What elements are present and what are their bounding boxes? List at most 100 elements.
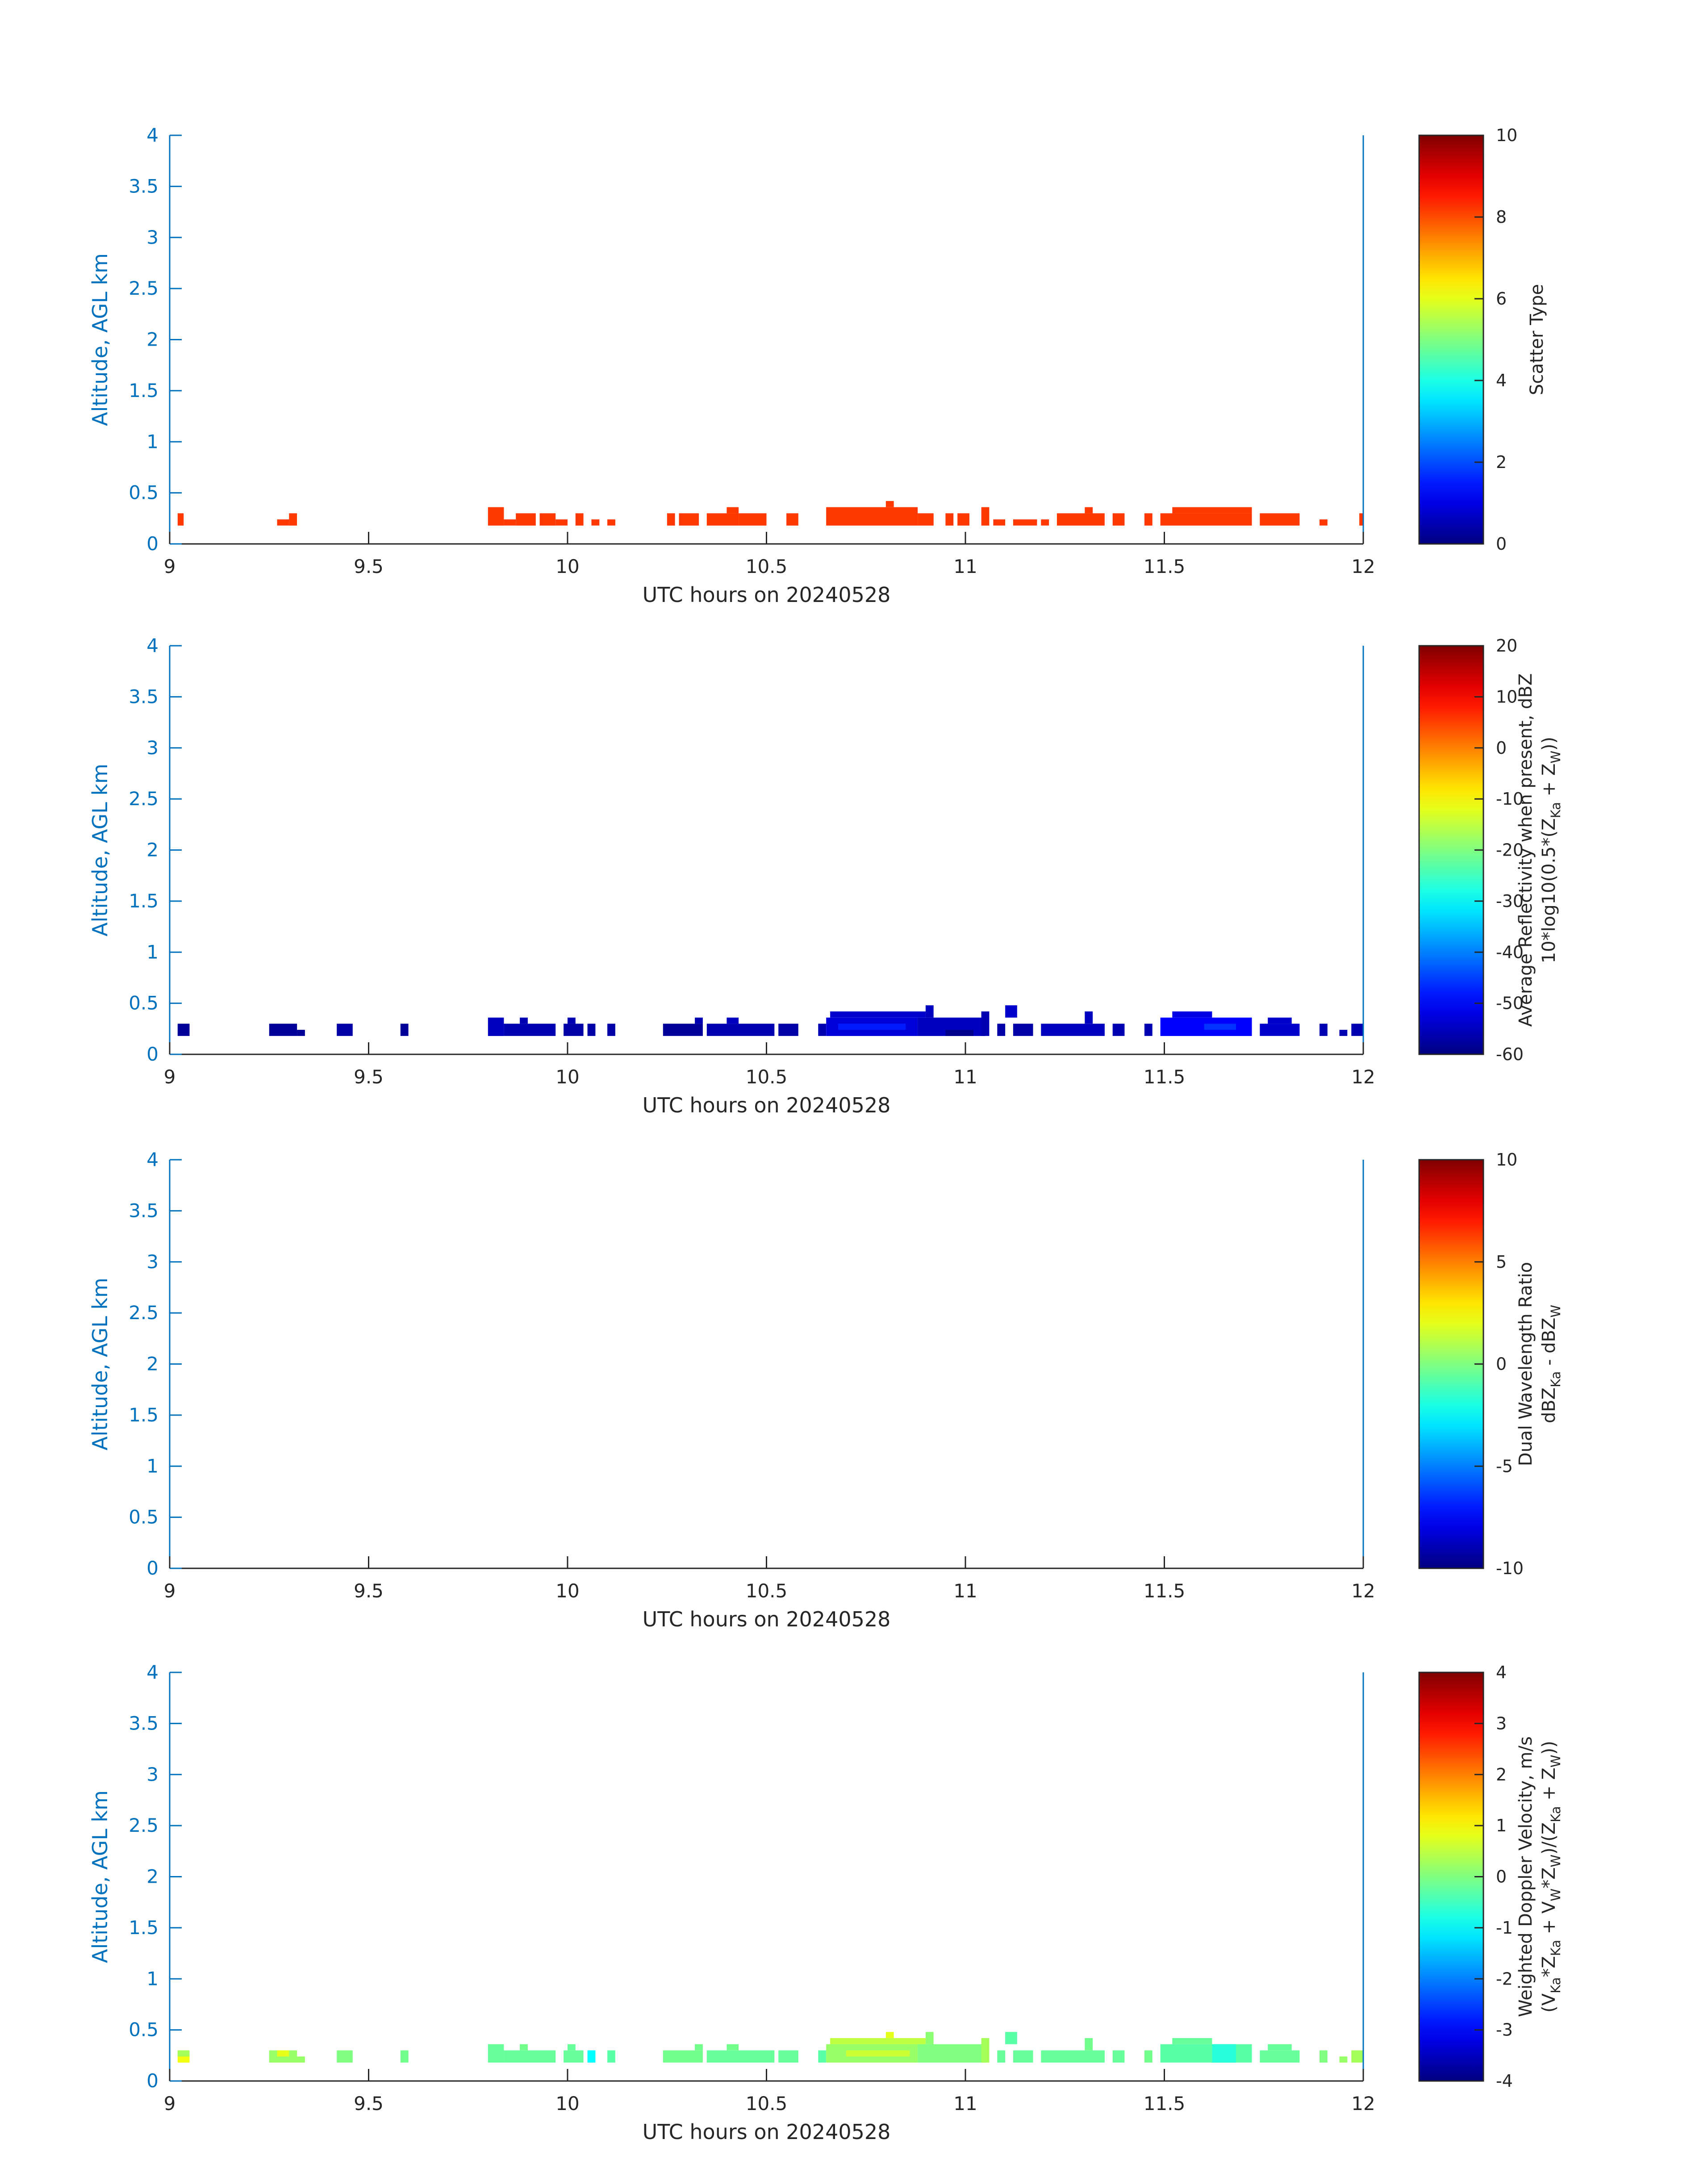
data-cell [504,519,516,526]
data-cell [297,1030,305,1036]
data-cell [1041,2050,1105,2063]
data-cell [1112,2050,1125,2063]
data-cell [1041,1024,1105,1036]
data-cell [739,513,767,526]
colorbar-tick-label: -10 [1496,789,1524,809]
data-cell [587,2050,596,2063]
y-tick-label: 3 [146,226,159,248]
data-cell [826,507,918,526]
x-tick-label: 12 [1351,1066,1375,1088]
data-cell [1144,1024,1153,1036]
data-cell [337,2050,353,2063]
data-cell [981,507,990,526]
colorbar-tick-label: 0 [1496,1354,1507,1374]
data-cell [997,1024,1006,1036]
data-cell [925,1005,934,1018]
x-tick-label: 9 [164,2093,176,2114]
data-cell [997,2050,1006,2063]
data-cell [1172,507,1252,514]
data-cell [400,2050,409,2063]
y-tick-label: 0.5 [129,1506,159,1528]
data-cell [488,2044,504,2063]
x-tick-label: 9.5 [354,2093,384,2114]
data-cell [885,2032,894,2038]
data-cell [1013,1024,1033,1036]
data-cell [1268,1017,1292,1024]
x-tick-label: 11 [953,1580,977,1602]
data-cell [1320,1024,1328,1036]
data-cell [1057,513,1105,526]
y-tick-label: 0 [146,533,159,555]
y-axis-label: Altitude, AGL km [88,764,112,936]
y-tick-label: 1 [146,1455,159,1477]
data-cell [1085,2038,1093,2051]
y-tick-label: 1 [146,430,159,452]
data-cell [1005,2032,1017,2044]
data-cell [520,1017,528,1024]
data-cell [1359,513,1363,526]
x-tick-label: 10 [555,556,579,577]
y-tick-label: 2.5 [129,1814,159,1836]
x-tick-label: 10 [555,2093,579,2114]
data-cell [1212,2044,1236,2063]
y-tick-label: 0 [146,1043,159,1065]
data-cell [727,1017,739,1024]
data-cell [1112,1024,1125,1036]
colorbar-tick-label: 10 [1496,125,1517,145]
data-cell [1041,519,1049,526]
colorbar-tick-label: -3 [1496,2020,1513,2040]
data-cell [706,513,739,526]
data-cell [993,519,1006,526]
data-cell [846,2050,910,2057]
colorbar-tick-label: 1 [1496,1816,1507,1835]
data-cell [1260,513,1300,526]
x-axis-label: UTC hours on 20240528 [643,583,891,607]
data-cell [400,1024,409,1036]
data-cell [918,2044,986,2063]
colorbar-tick-label: -30 [1496,891,1524,911]
y-tick-label: 2 [146,1866,159,1888]
y-tick-label: 0.5 [129,2019,159,2041]
data-cell [337,1024,353,1036]
data-cell [830,2038,926,2044]
colorbar-tick-label: -40 [1496,942,1524,962]
data-cell [1112,513,1125,526]
y-tick-label: 4 [146,635,159,656]
x-tick-label: 12 [1351,556,1375,577]
y-tick-label: 1 [146,941,159,963]
colorbar-tick-label: -1 [1496,1918,1513,1938]
y-tick-label: 4 [146,1661,159,1683]
y-tick-label: 3 [146,737,159,759]
data-cell [1085,507,1093,514]
y-axis-label: Altitude, AGL km [88,1790,112,1963]
colorbar-label: 10*log10(0.5*(ZKa + ZW)) [1539,737,1563,964]
data-cell [289,513,297,526]
x-tick-label: 10 [555,1580,579,1602]
data-cell [925,2032,934,2044]
data-cell [1260,1024,1300,1036]
data-cell [568,1017,576,1024]
colorbar-tick-label: 2 [1496,1765,1507,1784]
colorbar-tick-label: 10 [1496,1150,1517,1170]
colorbar-label: Average Reflectivity when present, dBZ [1516,673,1536,1027]
y-tick-label: 1 [146,1968,159,1989]
data-cell [830,1011,926,1018]
data-cell [1339,2056,1348,2063]
y-tick-label: 0.5 [129,992,159,1014]
data-cell [778,2050,798,2063]
data-cell [1144,2050,1153,2063]
data-cell [277,2050,289,2057]
y-tick-label: 2 [146,839,159,861]
data-cell [1320,2050,1328,2063]
data-cell [1204,1024,1236,1030]
colorbar-tick-label: -50 [1496,994,1524,1013]
colorbar-tick-label: 20 [1496,636,1517,656]
x-tick-label: 10.5 [746,2093,788,2114]
data-cell [885,501,894,507]
y-tick-label: 0 [146,1557,159,1579]
data-cell [1160,2044,1252,2063]
x-tick-label: 12 [1351,1580,1375,1602]
x-tick-label: 11.5 [1144,1580,1186,1602]
